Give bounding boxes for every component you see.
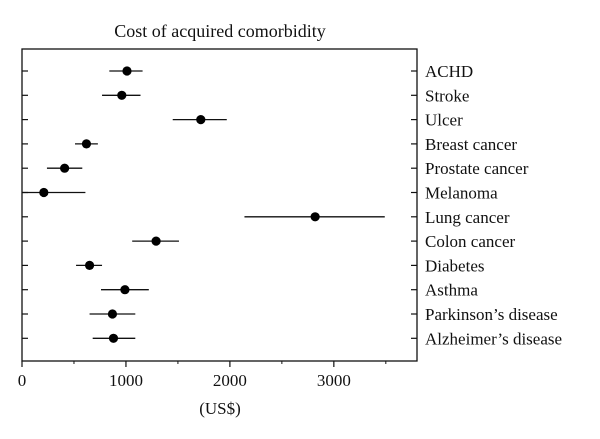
point-estimate xyxy=(310,212,320,222)
category-label: Colon cancer xyxy=(425,232,515,251)
point-estimate xyxy=(60,163,70,173)
point-estimate xyxy=(39,187,49,198)
category-label: Diabetes xyxy=(425,256,484,275)
category-label: Asthma xyxy=(425,281,478,300)
point-estimate xyxy=(117,90,127,100)
x-tick-label: 3000 xyxy=(317,371,351,390)
plot-marks xyxy=(22,66,385,343)
point-estimate xyxy=(107,309,118,319)
point-estimate xyxy=(120,285,130,295)
x-tick-label: 0 xyxy=(18,371,27,390)
point-estimate xyxy=(122,66,132,76)
category-label: Prostate cancer xyxy=(425,159,529,178)
point-estimate xyxy=(196,115,206,125)
category-label: Melanoma xyxy=(425,184,498,203)
x-axis: 0 1000 2000 3000 xyxy=(18,361,387,390)
category-label: Ulcer xyxy=(425,111,463,130)
category-label: Breast cancer xyxy=(425,135,517,154)
category-label: ACHD xyxy=(425,62,473,81)
category-label: Stroke xyxy=(425,86,469,105)
point-estimate xyxy=(151,236,161,246)
point-estimate xyxy=(108,333,119,343)
point-estimate xyxy=(84,260,95,270)
point-estimate xyxy=(81,139,92,149)
category-label: Lung cancer xyxy=(425,208,510,227)
category-label: Alzheimer’s disease xyxy=(425,329,562,348)
category-labels: ACHD Stroke Ulcer Breast cancer Prostate can… xyxy=(425,62,562,348)
x-axis-label: (US$) xyxy=(199,399,241,418)
chart-title: Cost of acquired comorbidity xyxy=(114,21,325,41)
y-axis xyxy=(22,70,417,339)
plot-area xyxy=(21,48,418,362)
category-label: Parkinson’s disease xyxy=(425,305,558,324)
x-tick-label: 1000 xyxy=(109,371,143,390)
x-tick-label: 2000 xyxy=(213,371,247,390)
